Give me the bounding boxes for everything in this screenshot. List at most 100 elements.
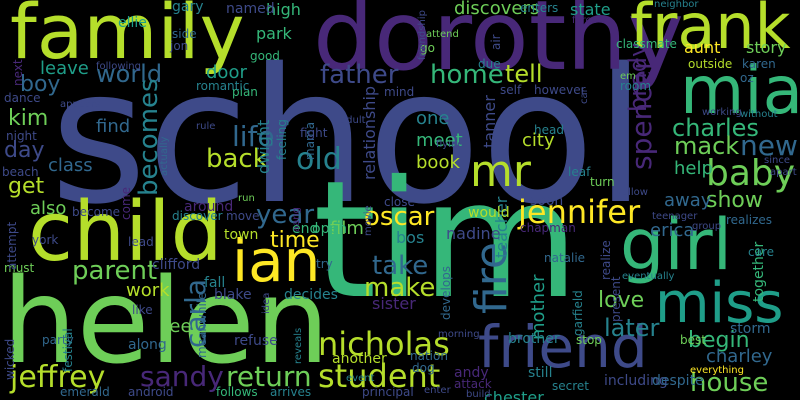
cloud-word: boy [20, 72, 61, 97]
cloud-word: force [572, 15, 598, 26]
cloud-word: nicholas [318, 325, 450, 363]
cloud-word: karen [742, 57, 776, 71]
cloud-word: sister [372, 294, 416, 313]
cloud-word: return [226, 360, 312, 393]
cloud-word: new [740, 129, 798, 162]
cloud-word: dance [4, 91, 41, 105]
cloud-word: one [416, 108, 450, 129]
cloud-word: help [674, 158, 713, 179]
cloud-word: get [8, 174, 45, 199]
cloud-word: principal [362, 385, 414, 399]
cloud-word: move [226, 209, 260, 223]
cloud-word: oz [740, 71, 754, 85]
cloud-word: including [604, 373, 668, 389]
cloud-word: girl [620, 204, 733, 286]
cloud-word: fall [204, 275, 226, 291]
cloud-word: however [534, 83, 586, 97]
cloud-word: android [128, 385, 174, 399]
cloud-word: school [50, 28, 647, 245]
cloud-word: charles [672, 114, 759, 142]
cloud-word: dorothy [313, 0, 685, 92]
cloud-word: dwight [254, 119, 273, 174]
cloud-word: tanner [480, 95, 499, 148]
cloud-word: good [250, 49, 280, 63]
cloud-word: mr [470, 146, 531, 197]
cloud-word: everything [690, 365, 744, 376]
cloud-word: year [256, 200, 315, 230]
cloud-word: em [620, 71, 636, 82]
cloud-word: plan [232, 85, 258, 99]
cloud-word: house [690, 368, 769, 398]
cloud-word: make [364, 273, 436, 303]
cloud-word: present [609, 276, 623, 322]
cloud-word: city [522, 130, 555, 151]
cloud-word: arrives [270, 385, 312, 399]
cloud-word: open [312, 221, 347, 237]
cloud-word: away [664, 190, 712, 211]
cloud-word: dog [412, 361, 435, 375]
cloud-word: self [500, 83, 522, 97]
cloud-word: back [206, 144, 268, 174]
cloud-word: like [132, 303, 153, 317]
cloud-word: try [316, 257, 333, 271]
cloud-word: eventually [622, 271, 675, 282]
cloud-word: realizes [726, 213, 773, 227]
cloud-word: family [10, 0, 245, 76]
cloud-word: leaf [568, 165, 591, 179]
cloud-word: car [579, 88, 590, 104]
cloud-word: head [534, 123, 564, 137]
cloud-word: see [160, 316, 192, 337]
cloud-word: close [384, 195, 415, 209]
cloud-word: follows [216, 385, 258, 399]
cloud-word: later [604, 314, 660, 342]
cloud-word: miss [655, 271, 784, 336]
cloud-word: following [96, 61, 141, 72]
cloud-word: morning [438, 329, 480, 340]
cloud-word: mind [384, 85, 415, 99]
cloud-word: door [206, 62, 247, 83]
cloud-word: world [96, 60, 163, 88]
cloud-word: feeling [275, 119, 289, 160]
cloud-word: aang [291, 207, 302, 232]
cloud-word: park [256, 24, 292, 43]
cloud-word: must [4, 261, 35, 275]
cloud-word: leave [40, 58, 89, 79]
cloud-word: attend [426, 29, 459, 40]
cloud-word: teenager [652, 211, 698, 222]
cloud-word: build [466, 389, 491, 400]
cloud-word: oscar [364, 202, 435, 232]
cloud-word: decides [284, 287, 338, 303]
cloud-word: meanwhile [195, 292, 209, 358]
cloud-word: soon [530, 193, 564, 209]
cloud-word: garfield [571, 290, 585, 336]
cloud-word: class [48, 155, 93, 176]
cloud-word: named [226, 1, 275, 17]
cloud-word: apart [770, 167, 797, 178]
cloud-word: town [224, 227, 259, 243]
cloud-word: state [570, 0, 611, 19]
cloud-word: beach [2, 165, 39, 179]
cloud-word: classmate [616, 37, 677, 51]
cloud-word: life [232, 120, 275, 153]
cloud-word: begin [688, 328, 750, 353]
cloud-word: film [330, 218, 364, 239]
cloud-word: kim [8, 106, 49, 131]
cloud-word: clifford [152, 257, 201, 273]
cloud-word: time [270, 228, 320, 253]
cloud-word: attack [454, 377, 492, 391]
cloud-word: take [372, 251, 429, 281]
cloud-word: neighbor [654, 0, 699, 10]
cloud-word: would [468, 205, 510, 221]
cloud-word: appears [60, 99, 101, 110]
cloud-word: stop [576, 333, 602, 347]
cloud-word: without [740, 109, 778, 120]
cloud-word: enter [424, 385, 451, 396]
cloud-word: refuse [234, 333, 278, 349]
cloud-word: erica [650, 220, 695, 241]
cloud-word: bos [396, 228, 425, 247]
cloud-word: since [764, 155, 790, 166]
cloud-word: tim [313, 147, 580, 335]
cloud-word: turn [590, 175, 615, 189]
cloud-word: work [126, 280, 170, 301]
cloud-word: discover [172, 209, 223, 223]
